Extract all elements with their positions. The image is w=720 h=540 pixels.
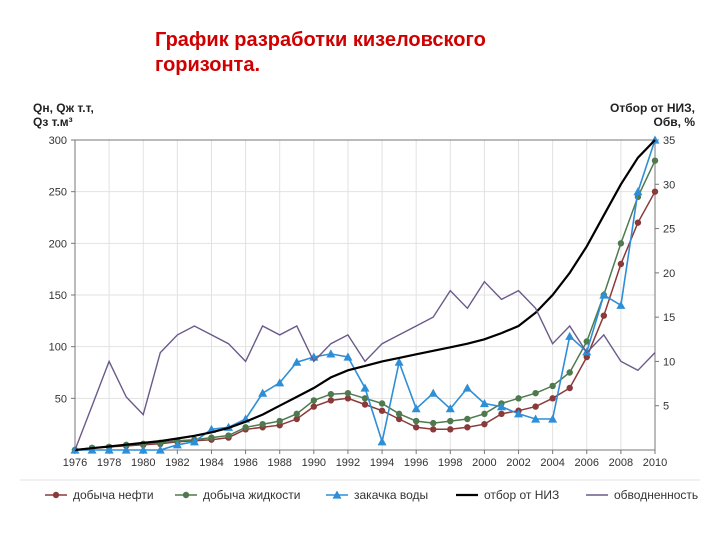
- chart-title: График разработки кизеловского горизонта…: [155, 28, 575, 78]
- marker-liquid_production: [242, 424, 248, 430]
- legend-label-water_injection: закачка воды: [354, 488, 428, 502]
- svg-text:300: 300: [49, 135, 67, 147]
- svg-text:100: 100: [49, 342, 67, 354]
- marker-oil_production: [447, 426, 453, 432]
- svg-text:25: 25: [663, 224, 675, 236]
- svg-text:15: 15: [663, 312, 675, 324]
- marker-oil_production: [618, 261, 624, 267]
- marker-liquid_production: [652, 157, 658, 163]
- legend-label-liquid_production: добыча жидкости: [203, 488, 300, 502]
- marker-liquid_production: [413, 418, 419, 424]
- marker-oil_production: [635, 219, 641, 225]
- svg-text:1982: 1982: [165, 457, 189, 469]
- legend-label-oil_production: добыча нефти: [73, 488, 154, 502]
- svg-text:1988: 1988: [267, 457, 291, 469]
- marker-liquid_production: [396, 411, 402, 417]
- svg-text:2010: 2010: [643, 457, 667, 469]
- marker-oil_production: [413, 424, 419, 430]
- marker-oil_production: [362, 401, 368, 407]
- marker-liquid_production: [379, 400, 385, 406]
- production-chart: 50 100 150 200 250 300 5 10 15 20 25 30 35 1976 1978 19…: [0, 90, 720, 520]
- svg-text:10: 10: [663, 356, 675, 368]
- marker-oil_production: [430, 426, 436, 432]
- marker-liquid_production: [447, 418, 453, 424]
- marker-oil_production: [549, 395, 555, 401]
- marker-oil_production: [567, 385, 573, 391]
- svg-text:1990: 1990: [302, 457, 326, 469]
- svg-text:1992: 1992: [336, 457, 360, 469]
- legend-label-recovery_factor: отбор от НИЗ: [484, 488, 559, 502]
- svg-text:200: 200: [49, 238, 67, 250]
- marker-liquid_production: [481, 411, 487, 417]
- marker-oil_production: [498, 411, 504, 417]
- svg-text:2008: 2008: [609, 457, 633, 469]
- marker-oil_production: [532, 403, 538, 409]
- svg-text:2002: 2002: [506, 457, 530, 469]
- svg-text:1994: 1994: [370, 457, 394, 469]
- svg-text:20: 20: [663, 268, 675, 280]
- svg-text:1978: 1978: [97, 457, 121, 469]
- svg-text:150: 150: [49, 290, 67, 302]
- svg-text:2006: 2006: [575, 457, 599, 469]
- svg-text:30: 30: [663, 179, 675, 191]
- svg-text:1996: 1996: [404, 457, 428, 469]
- svg-text:5: 5: [663, 401, 669, 413]
- marker-oil_production: [481, 421, 487, 427]
- svg-text:2004: 2004: [540, 457, 564, 469]
- chart-container: 50 100 150 200 250 300 5 10 15 20 25 30 35 1976 1978 19…: [0, 90, 720, 540]
- marker-oil_production: [464, 424, 470, 430]
- svg-text:1986: 1986: [233, 457, 257, 469]
- marker-liquid_production: [345, 390, 351, 396]
- marker-liquid_production: [549, 383, 555, 389]
- marker-oil_production: [328, 397, 334, 403]
- svg-text:1980: 1980: [131, 457, 155, 469]
- svg-text:35: 35: [663, 135, 675, 147]
- marker-liquid_production: [311, 397, 317, 403]
- marker-liquid_production: [532, 390, 538, 396]
- marker-liquid_production: [277, 418, 283, 424]
- svg-text:Обв, %: Обв, %: [654, 115, 696, 129]
- svg-text:Qз т.м³: Qз т.м³: [33, 115, 73, 129]
- marker-oil_production: [311, 403, 317, 409]
- marker-liquid_production: [464, 416, 470, 422]
- legend-label-water_cut: обводненность: [614, 488, 698, 502]
- svg-text:Отбор от НИЗ,: Отбор от НИЗ,: [610, 101, 695, 115]
- marker-liquid_production: [515, 395, 521, 401]
- svg-text:1998: 1998: [438, 457, 462, 469]
- marker-oil_production: [652, 188, 658, 194]
- svg-text:1984: 1984: [199, 457, 223, 469]
- svg-text:250: 250: [49, 187, 67, 199]
- marker-liquid_production: [618, 240, 624, 246]
- marker-liquid_production: [259, 421, 265, 427]
- svg-text:Qн, Qж т.т,: Qн, Qж т.т,: [33, 101, 94, 115]
- svg-text:50: 50: [55, 393, 67, 405]
- marker-liquid_production: [208, 434, 214, 440]
- marker-oil_production: [601, 312, 607, 318]
- marker-oil_production: [379, 408, 385, 414]
- marker-liquid_production: [225, 432, 231, 438]
- marker-liquid_production: [328, 391, 334, 397]
- marker-liquid_production: [430, 420, 436, 426]
- svg-text:1976: 1976: [63, 457, 87, 469]
- marker-liquid_production: [567, 369, 573, 375]
- marker-liquid_production: [294, 411, 300, 417]
- svg-text:2000: 2000: [472, 457, 496, 469]
